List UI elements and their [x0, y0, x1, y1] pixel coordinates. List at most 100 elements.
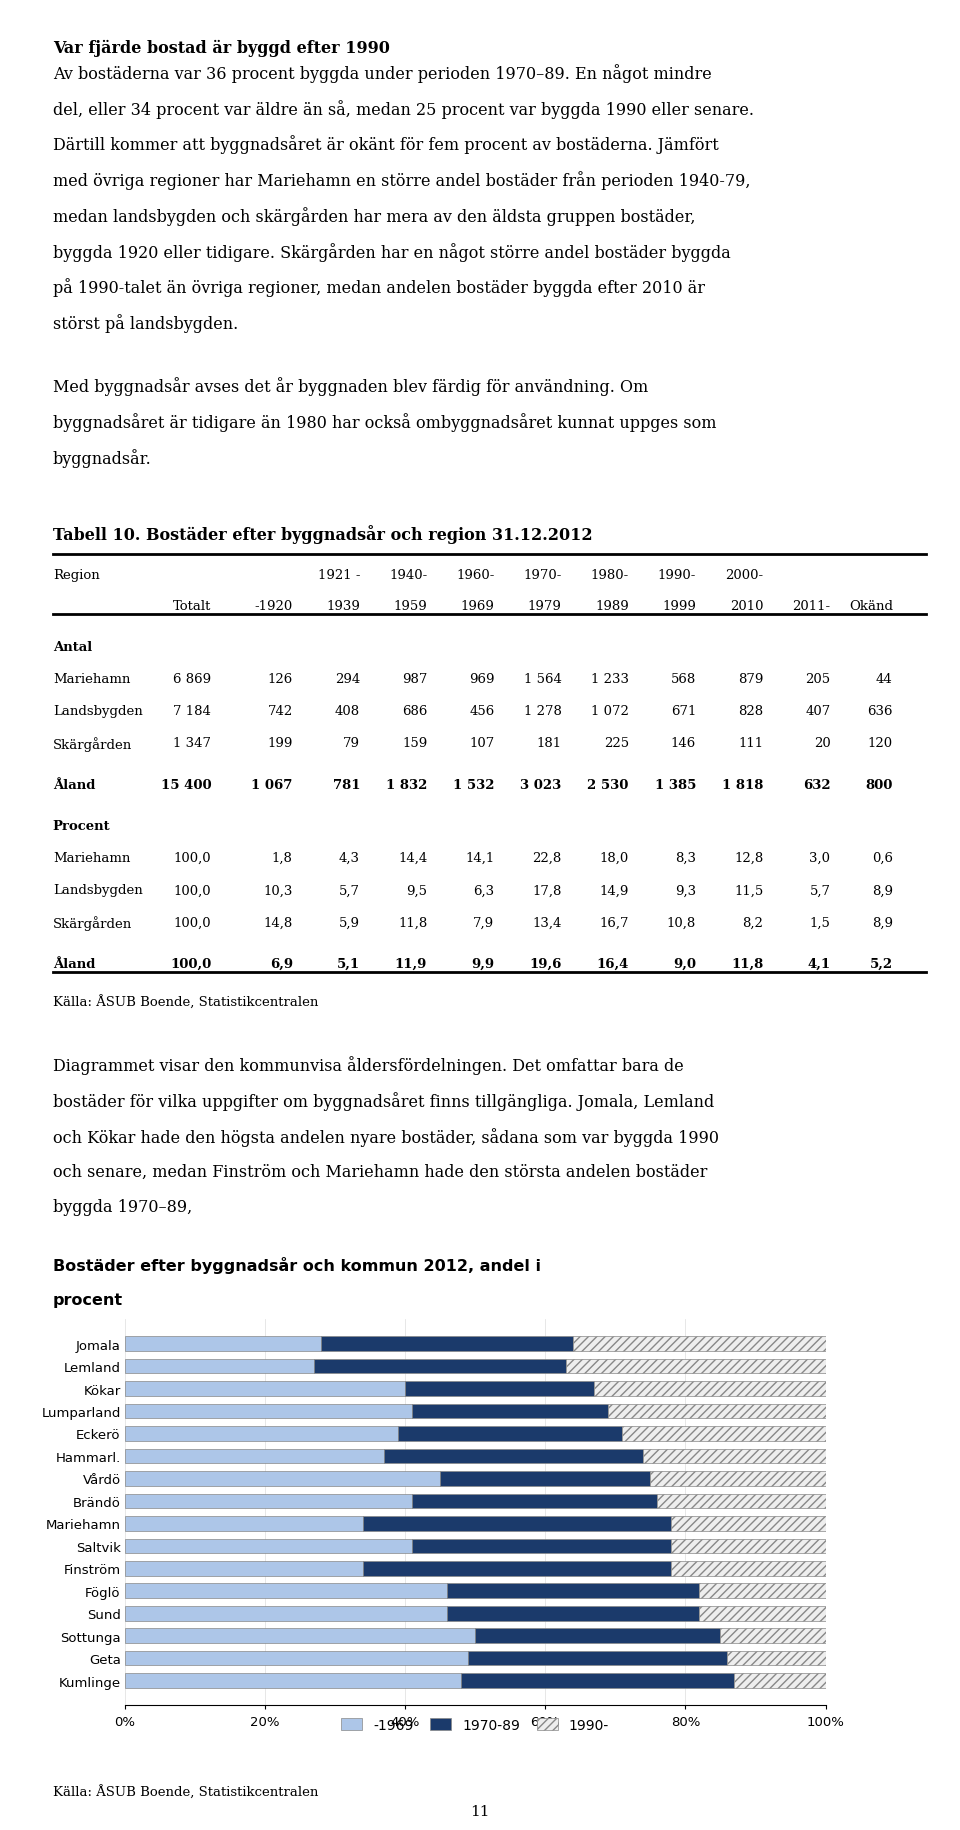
Text: 8,3: 8,3 [675, 851, 696, 864]
Text: 1 564: 1 564 [524, 673, 562, 686]
Text: 22,8: 22,8 [533, 851, 562, 864]
Text: Okänd: Okänd [849, 600, 893, 613]
Text: 11,8: 11,8 [398, 915, 427, 930]
Text: 1 278: 1 278 [524, 705, 562, 717]
Text: 987: 987 [402, 673, 427, 686]
Legend: -1969, 1970-89, 1990-: -1969, 1970-89, 1990- [336, 1713, 614, 1737]
Text: 20: 20 [814, 737, 830, 750]
Text: Tabell 10. Bostäder efter byggnadsår och region 31.12.2012: Tabell 10. Bostäder efter byggnadsår och… [53, 523, 592, 544]
Text: 205: 205 [805, 673, 830, 686]
Bar [363, 1517, 671, 1532]
Bar [125, 1449, 384, 1464]
Text: Därtill kommer att byggnadsåret är okänt för fem procent av bostäderna. Jämfört: Därtill kommer att byggnadsåret är okänt… [53, 135, 718, 154]
Text: 1,8: 1,8 [272, 851, 293, 864]
Text: Mariehamn: Mariehamn [53, 851, 131, 864]
Bar [321, 1336, 573, 1351]
Text: 781: 781 [332, 778, 360, 791]
Text: 17,8: 17,8 [532, 884, 562, 897]
Text: 1989: 1989 [595, 600, 629, 613]
Bar [461, 1673, 734, 1687]
Text: på 1990-talet än övriga regioner, medan andelen bostäder byggda efter 2010 är: på 1990-talet än övriga regioner, medan … [53, 278, 705, 296]
Bar [412, 1539, 671, 1554]
Text: byggnadsår.: byggnadsår. [53, 448, 152, 467]
Bar [671, 1517, 826, 1532]
Text: 126: 126 [268, 673, 293, 686]
Bar [720, 1629, 826, 1643]
Bar [658, 1493, 826, 1508]
Bar [125, 1651, 468, 1665]
Text: störst på landsbygden.: störst på landsbygden. [53, 313, 238, 333]
Text: 294: 294 [335, 673, 360, 686]
Text: 2 530: 2 530 [588, 778, 629, 791]
Text: 828: 828 [738, 705, 763, 717]
Bar [125, 1673, 461, 1687]
Bar [125, 1629, 475, 1643]
Bar [125, 1382, 405, 1396]
Bar [700, 1583, 826, 1598]
Text: 13,4: 13,4 [532, 915, 562, 930]
Bar [125, 1493, 412, 1508]
Text: 14,8: 14,8 [264, 915, 293, 930]
Bar [609, 1404, 826, 1418]
Text: 8,9: 8,9 [872, 915, 893, 930]
Bar [125, 1607, 447, 1621]
Text: 671: 671 [671, 705, 696, 717]
Text: 107: 107 [469, 737, 494, 750]
Text: 10,8: 10,8 [667, 915, 696, 930]
Text: Bostäder efter byggnadsår och kommun 2012, andel i: Bostäder efter byggnadsår och kommun 201… [53, 1257, 540, 1274]
Text: 9,3: 9,3 [675, 884, 696, 897]
Bar [643, 1449, 826, 1464]
Text: 159: 159 [402, 737, 427, 750]
Text: 11: 11 [470, 1804, 490, 1819]
Text: 456: 456 [469, 705, 494, 717]
Text: Med byggnadsår avses det år byggnaden blev färdig för användning. Om: Med byggnadsår avses det år byggnaden bl… [53, 377, 648, 395]
Text: 181: 181 [537, 737, 562, 750]
Text: 632: 632 [803, 778, 830, 791]
Text: 1 233: 1 233 [590, 673, 629, 686]
Text: och Kökar hade den högsta andelen nyare bostäder, sådana som var byggda 1990: och Kökar hade den högsta andelen nyare … [53, 1127, 719, 1146]
Bar [125, 1561, 363, 1576]
Text: Åland: Åland [53, 957, 95, 970]
Text: 1980-: 1980- [590, 569, 629, 582]
Bar [594, 1382, 826, 1396]
Text: 1 832: 1 832 [386, 778, 427, 791]
Text: Antal: Antal [53, 640, 92, 653]
Text: 2000-: 2000- [725, 569, 763, 582]
Text: 100,0: 100,0 [174, 915, 211, 930]
Text: Totalt: Totalt [173, 600, 211, 613]
Text: 8,9: 8,9 [872, 884, 893, 897]
Bar [412, 1404, 609, 1418]
Text: 1921 -: 1921 - [318, 569, 360, 582]
Bar [671, 1539, 826, 1554]
Text: Var fjärde bostad är byggd efter 1990: Var fjärde bostad är byggd efter 1990 [53, 40, 390, 57]
Text: 12,8: 12,8 [734, 851, 763, 864]
Bar [314, 1360, 566, 1374]
Text: 1 067: 1 067 [252, 778, 293, 791]
Text: 2010: 2010 [730, 600, 763, 613]
Text: 5,7: 5,7 [339, 884, 360, 897]
Text: byggda 1920 eller tidigare. Skärgården har en något större andel bostäder byggda: byggda 1920 eller tidigare. Skärgården h… [53, 242, 731, 262]
Bar [700, 1607, 826, 1621]
Text: 3 023: 3 023 [520, 778, 562, 791]
Text: medan landsbygden och skärgården har mera av den äldsta gruppen bostäder,: medan landsbygden och skärgården har mer… [53, 207, 695, 225]
Bar [384, 1449, 643, 1464]
Text: 9,5: 9,5 [406, 884, 427, 897]
Text: 10,3: 10,3 [263, 884, 293, 897]
Bar [125, 1583, 447, 1598]
Bar [728, 1651, 826, 1665]
Text: 636: 636 [867, 705, 893, 717]
Text: 15 400: 15 400 [160, 778, 211, 791]
Text: 3,0: 3,0 [809, 851, 830, 864]
Text: 5,7: 5,7 [809, 884, 830, 897]
Text: Region: Region [53, 569, 100, 582]
Text: 16,4: 16,4 [596, 957, 629, 970]
Text: 568: 568 [671, 673, 696, 686]
Text: 1959: 1959 [394, 600, 427, 613]
Bar [671, 1561, 826, 1576]
Text: 742: 742 [268, 705, 293, 717]
Bar [734, 1673, 826, 1687]
Text: 111: 111 [738, 737, 763, 750]
Text: 1,5: 1,5 [809, 915, 830, 930]
Bar [125, 1360, 314, 1374]
Text: 5,9: 5,9 [339, 915, 360, 930]
